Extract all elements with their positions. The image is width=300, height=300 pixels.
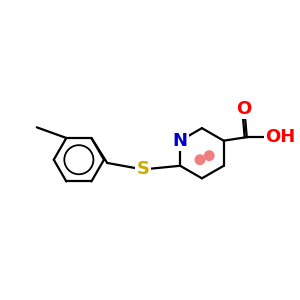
Circle shape bbox=[204, 151, 214, 160]
Text: OH: OH bbox=[265, 128, 295, 146]
Text: S: S bbox=[136, 160, 149, 178]
Text: O: O bbox=[236, 100, 252, 118]
Text: N: N bbox=[173, 132, 188, 150]
Circle shape bbox=[195, 155, 205, 164]
